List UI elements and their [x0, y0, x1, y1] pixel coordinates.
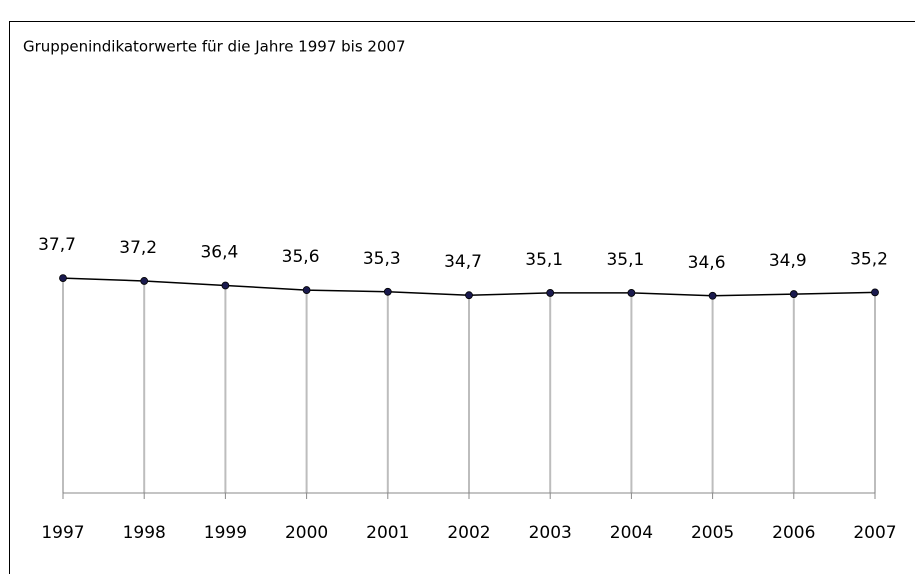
- data-point: [871, 288, 879, 297]
- x-tick-label: 1998: [123, 523, 166, 543]
- x-tick-label: 2003: [529, 523, 572, 543]
- chart-title: Gruppenindikatorwerte für die Jahre 1997…: [23, 38, 406, 56]
- x-tick-label: 2000: [285, 523, 328, 543]
- chart-frame: [9, 21, 915, 574]
- x-tick-label: 2002: [447, 523, 490, 543]
- data-point: [140, 277, 149, 285]
- data-point: [465, 291, 473, 300]
- x-tick-label: 2005: [691, 523, 734, 543]
- x-tick-label: 2006: [772, 523, 815, 543]
- data-label: 35,2: [850, 249, 888, 269]
- data-label: 35,1: [606, 250, 644, 270]
- data-point: [789, 290, 798, 298]
- data-label: 35,1: [525, 250, 563, 270]
- data-label: 34,6: [688, 253, 726, 273]
- data-point: [627, 289, 636, 297]
- x-tick-label: 2004: [610, 523, 653, 543]
- data-label: 35,6: [282, 247, 320, 267]
- data-point: [221, 281, 230, 290]
- data-point: [302, 286, 311, 294]
- data-label: 35,3: [363, 249, 401, 269]
- data-point: [708, 291, 717, 300]
- data-label: 36,4: [200, 243, 238, 263]
- data-label: 34,9: [769, 251, 807, 271]
- x-tick-label: 2007: [853, 523, 896, 543]
- x-tick-label: 1997: [41, 523, 84, 543]
- data-label: 37,2: [119, 238, 157, 258]
- x-tick-label: 2001: [366, 523, 409, 543]
- x-tick-label: 1999: [204, 523, 247, 543]
- data-point: [546, 289, 555, 297]
- data-label: 37,7: [38, 235, 76, 255]
- data-point: [383, 287, 392, 296]
- data-point: [59, 274, 67, 283]
- data-label: 34,7: [444, 252, 482, 272]
